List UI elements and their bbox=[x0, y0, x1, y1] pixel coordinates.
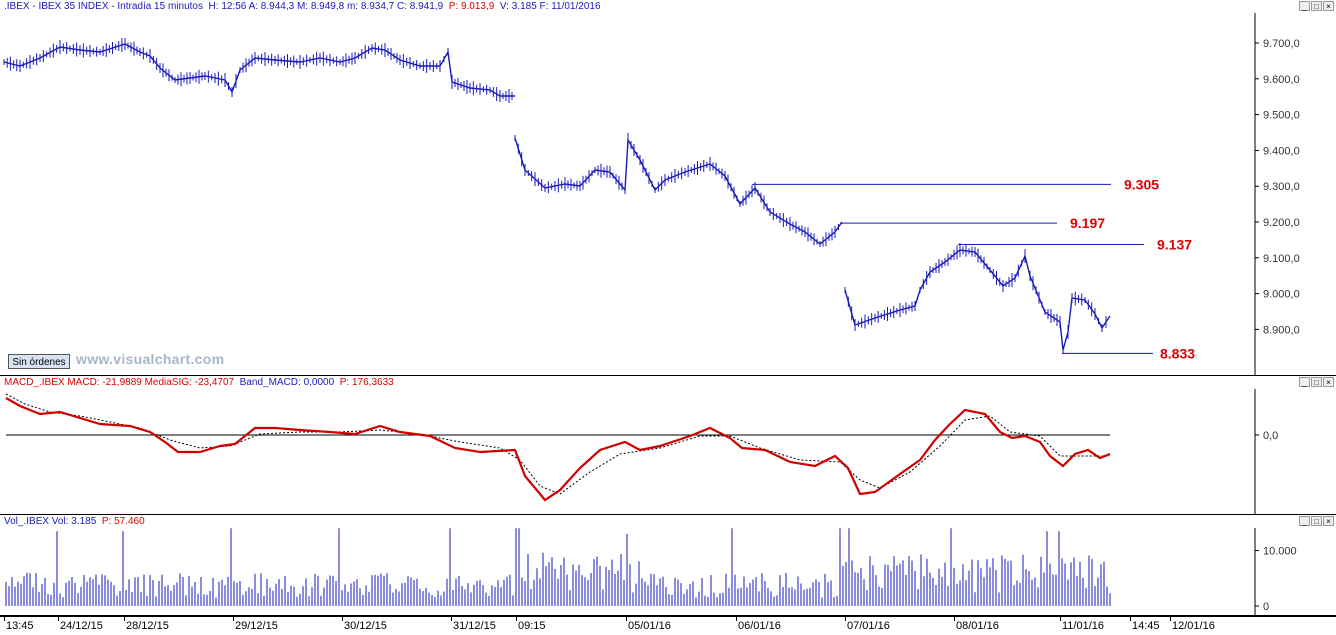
x-tick-label: 24/12/15 bbox=[60, 620, 103, 632]
x-tick-label: 12/01/16 bbox=[1172, 620, 1215, 632]
macd-window-buttons: _ □ × bbox=[1299, 377, 1334, 387]
x-tick-label: 07/01/16 bbox=[847, 620, 890, 632]
sin-ordenes-button[interactable]: Sin órdenes bbox=[8, 354, 70, 369]
level-label-9.305: 9.305 bbox=[1124, 176, 1159, 192]
price-y-tick-label: 9.700,0 bbox=[1263, 38, 1300, 50]
x-tick bbox=[4, 617, 5, 621]
macd-chart[interactable]: 0,0 bbox=[0, 376, 1336, 514]
x-tick bbox=[1170, 617, 1171, 621]
macd-pane[interactable]: MACD_.IBEX MACD: -21,9889 MediaSIG: -23,… bbox=[0, 376, 1336, 515]
price-y-tick-label: 9.400,0 bbox=[1263, 145, 1300, 157]
x-tick bbox=[233, 617, 234, 621]
price-line-session-1 bbox=[3, 43, 515, 97]
price-y-tick-label: 9.300,0 bbox=[1263, 181, 1300, 193]
macd-header-band: Band_MACD: 0,0000 bbox=[239, 377, 335, 388]
price-y-tick-label: 8.900,0 bbox=[1263, 324, 1300, 336]
x-tick bbox=[736, 617, 737, 621]
price-pane-header: .IBEX - IBEX 35 INDEX - Intradía 15 minu… bbox=[0, 0, 601, 13]
x-tick-label: 08/01/16 bbox=[956, 620, 999, 632]
close-button[interactable]: × bbox=[1323, 377, 1334, 387]
macd-signal-line bbox=[5, 393, 1110, 495]
time-axis: 13:45 24/12/15 28/12/15 29/12/15 30/12/15 31/… bbox=[0, 616, 1336, 635]
price-header-symbol: .IBEX - IBEX 35 INDEX - Intradía 15 minu… bbox=[4, 1, 203, 12]
volume-header-p: P: 57.460 bbox=[101, 516, 145, 527]
x-tick bbox=[58, 617, 59, 621]
macd-header-main: MACD_.IBEX MACD: -21,9889 MediaSIG: -23,… bbox=[4, 377, 235, 388]
price-header-p: P: 9.013,9 bbox=[448, 1, 495, 12]
price-line-session-3 bbox=[844, 249, 1111, 351]
minimize-button[interactable]: _ bbox=[1299, 1, 1310, 11]
x-tick bbox=[342, 617, 343, 621]
x-tick bbox=[626, 617, 627, 621]
volume-chart[interactable]: 10.000 0 bbox=[0, 515, 1336, 615]
level-label-9.137: 9.137 bbox=[1157, 237, 1192, 253]
price-pane[interactable]: .IBEX - IBEX 35 INDEX - Intradía 15 minu… bbox=[0, 0, 1336, 376]
x-tick-label: 09:15 bbox=[518, 620, 546, 632]
x-tick bbox=[516, 617, 517, 621]
price-y-tick-label: 9.600,0 bbox=[1263, 74, 1300, 86]
watermark: www.visualchart.com bbox=[76, 351, 225, 367]
x-tick bbox=[954, 617, 955, 621]
x-tick bbox=[1060, 617, 1061, 621]
x-tick-label: 11/01/16 bbox=[1062, 620, 1105, 632]
volume-y-tick-label: 0 bbox=[1263, 601, 1269, 613]
price-y-tick-label: 9.500,0 bbox=[1263, 110, 1300, 122]
price-y-tick-label: 9.000,0 bbox=[1263, 289, 1300, 301]
x-tick bbox=[451, 617, 452, 621]
price-y-tick-label: 9.200,0 bbox=[1263, 217, 1300, 229]
x-tick-label: 28/12/15 bbox=[126, 620, 169, 632]
x-tick-label: 14:45 bbox=[1132, 620, 1160, 632]
level-label-9.197: 9.197 bbox=[1070, 215, 1105, 231]
minimize-button[interactable]: _ bbox=[1299, 516, 1310, 526]
x-tick bbox=[845, 617, 846, 621]
restore-button[interactable]: □ bbox=[1311, 516, 1322, 526]
x-tick bbox=[124, 617, 125, 621]
macd-pane-header: MACD_.IBEX MACD: -21,9889 MediaSIG: -23,… bbox=[0, 376, 394, 389]
level-label-8.833: 8.833 bbox=[1160, 345, 1195, 361]
x-tick bbox=[1130, 617, 1131, 621]
price-header-stats: H: 12:56 A: 8.944,3 M: 8.949,8 m: 8.934,… bbox=[208, 1, 444, 12]
volume-y-tick-label: 10.000 bbox=[1263, 546, 1297, 558]
restore-button[interactable]: □ bbox=[1311, 377, 1322, 387]
macd-header-p: P: 176,3633 bbox=[339, 377, 394, 388]
close-button[interactable]: × bbox=[1323, 516, 1334, 526]
volume-pane-header: Vol_.IBEX Vol: 3.185 P: 57.460 bbox=[0, 515, 145, 528]
x-tick-label: 30/12/15 bbox=[344, 620, 387, 632]
minimize-button[interactable]: _ bbox=[1299, 377, 1310, 387]
price-y-tick-label: 9.100,0 bbox=[1263, 253, 1300, 265]
x-tick-label: 06/01/16 bbox=[738, 620, 781, 632]
close-button[interactable]: × bbox=[1323, 1, 1334, 11]
price-window-buttons: _ □ × bbox=[1299, 1, 1334, 11]
restore-button[interactable]: □ bbox=[1311, 1, 1322, 11]
macd-y-tick-label: 0,0 bbox=[1263, 430, 1278, 442]
x-tick-label: 05/01/16 bbox=[628, 620, 671, 632]
price-header-tail: V: 3.185 F: 11/01/2016 bbox=[499, 1, 601, 12]
macd-line bbox=[5, 397, 1111, 502]
x-tick-label: 31/12/15 bbox=[453, 620, 496, 632]
price-chart[interactable]: 9.700,0 9.600,0 9.500,0 9.400,0 9.300,0 9.200… bbox=[0, 0, 1336, 375]
volume-window-buttons: _ □ × bbox=[1299, 516, 1334, 526]
x-tick-label: 29/12/15 bbox=[235, 620, 278, 632]
volume-header-main: Vol_.IBEX Vol: 3.185 bbox=[4, 516, 97, 527]
x-tick-label: 13:45 bbox=[6, 620, 34, 632]
volume-pane[interactable]: Vol_.IBEX Vol: 3.185 P: 57.460 _ □ × 10.… bbox=[0, 515, 1336, 616]
